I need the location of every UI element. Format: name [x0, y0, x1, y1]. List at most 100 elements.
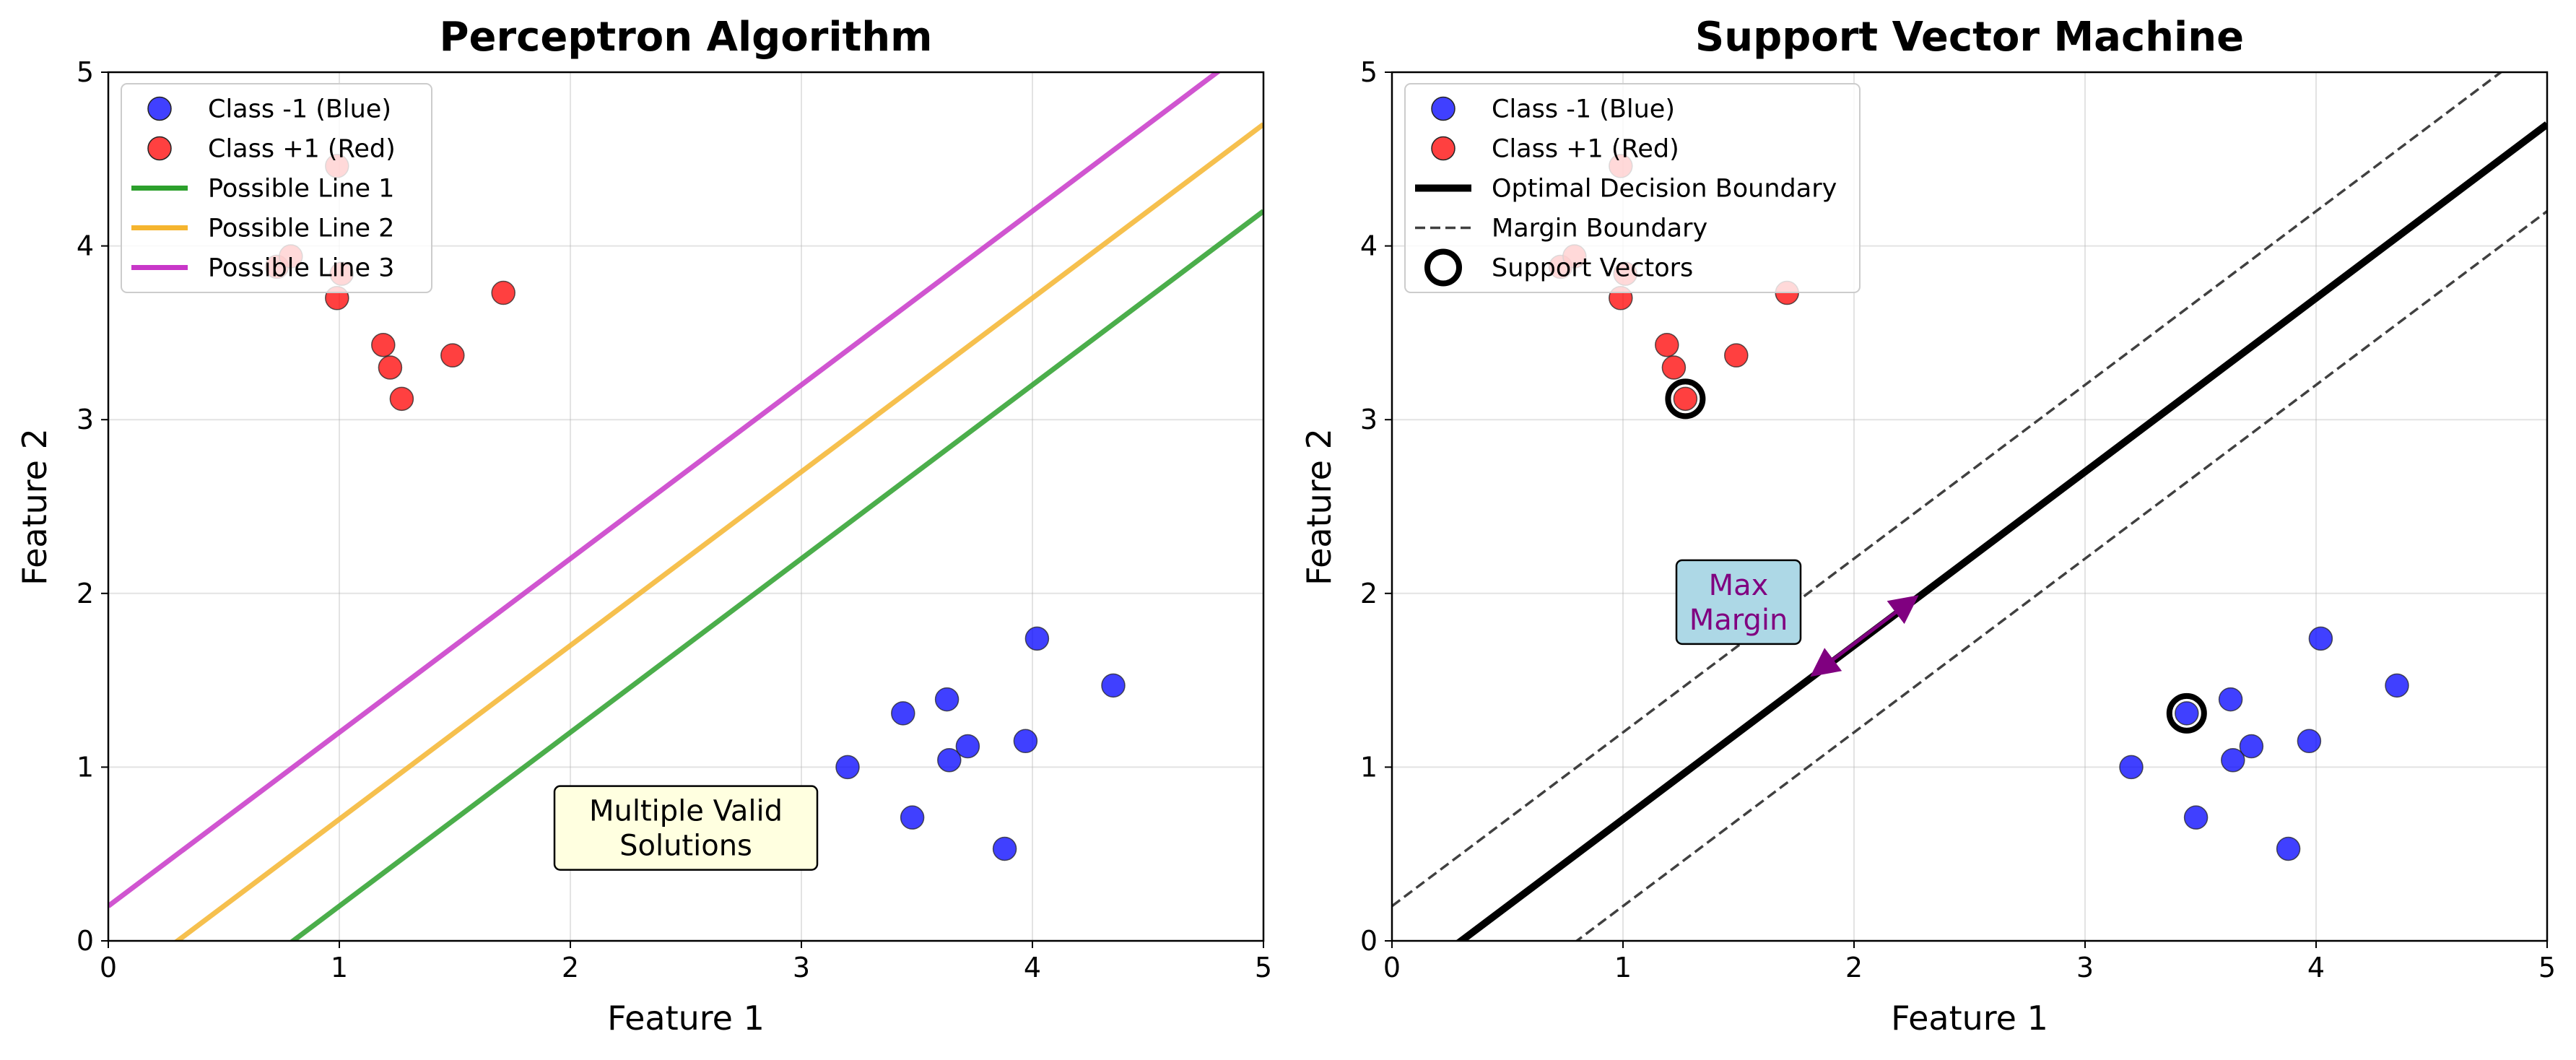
data-point: [891, 701, 915, 726]
x-tick-label: 3: [2076, 952, 2094, 983]
data-point: [1673, 386, 1698, 412]
legend: Class -1 (Blue) Class +1 (Red) Optimal Dec…: [1404, 83, 1861, 293]
axes: 0 1 2 3 4 5 0 1 2 3 4 5: [1360, 56, 2556, 983]
data-point: [371, 332, 396, 357]
support-vector-marker: [2166, 692, 2207, 734]
legend-label: Class +1 (Red): [1492, 135, 1679, 164]
margin-arrow: [1810, 595, 1919, 677]
x-tick-label: 2: [1845, 952, 1863, 983]
plot-area: Multiple Valid Solutions: [108, 72, 1263, 941]
data-point: [2239, 734, 2264, 759]
series-lines: [1392, 72, 2547, 941]
data-point: [2175, 701, 2199, 726]
series-line: [1455, 121, 2547, 941]
perceptron-panel: Perceptron Algorithm Feature 1 Feature 2…: [15, 14, 1272, 1038]
series-line: [1392, 72, 2503, 908]
data-point: [1101, 673, 1126, 698]
x-tick-label: 3: [793, 952, 810, 983]
legend-label: Possible Line 3: [208, 254, 394, 283]
legend-label: Class +1 (Red): [208, 135, 396, 164]
data-point: [835, 755, 860, 780]
data-point: [378, 355, 403, 380]
annotation-box: [1675, 559, 1802, 646]
data-point: [2276, 836, 2301, 861]
y-tick-label: 0: [1360, 925, 1378, 957]
y-tick-label: 5: [77, 56, 94, 88]
y-axis-label: Feature 2: [1300, 428, 1339, 586]
legend-marker: [1424, 248, 1462, 287]
data-point: [2221, 748, 2245, 773]
x-tick-label: 2: [562, 952, 579, 983]
legend-marker: [1431, 136, 1455, 161]
x-tick-label: 1: [1614, 952, 1632, 983]
data-point: [934, 687, 960, 712]
support-vector-marker: [1665, 378, 1706, 420]
legend-label: Class -1 (Blue): [208, 95, 391, 124]
legend-label: Support Vectors: [1492, 254, 1693, 283]
data-point: [440, 343, 465, 368]
y-tick-label: 0: [77, 925, 94, 957]
annotation-text: Max Margin: [1689, 569, 1788, 637]
legend-marker: [1431, 96, 1455, 121]
legend-marker: [147, 136, 172, 161]
x-tick-label: 0: [1383, 952, 1401, 983]
data-point: [955, 734, 980, 759]
panel-title: Support Vector Machine: [1695, 14, 2244, 61]
series-line: [173, 122, 1263, 941]
y-axis-label: Feature 2: [15, 428, 54, 586]
data-point: [937, 748, 962, 773]
x-tick-label: 4: [2307, 952, 2325, 983]
data-point: [2308, 626, 2333, 651]
y-tick-label: 2: [77, 578, 94, 609]
legend: Class -1 (Blue) Class +1 (Red) Possible Li…: [121, 83, 432, 293]
axes-frame: [107, 71, 1265, 942]
x-tick-label: 0: [100, 952, 117, 983]
x-axis-label: Feature 1: [1891, 999, 2048, 1038]
plot-area: Max Margin: [1392, 72, 2547, 941]
x-tick-label: 5: [2538, 952, 2556, 983]
series-line: [108, 72, 1222, 908]
data-point: [389, 386, 414, 412]
y-tick-label: 2: [1360, 578, 1378, 609]
data-point: [2183, 805, 2209, 830]
data-point: [1024, 626, 1050, 651]
data-point: [1655, 332, 1679, 357]
y-tick-label: 4: [77, 230, 94, 262]
data-point: [2218, 687, 2243, 712]
legend-label: Margin Boundary: [1492, 214, 1707, 243]
x-tick-label: 1: [331, 952, 348, 983]
y-tick-label: 1: [1360, 751, 1378, 783]
y-tick-label: 5: [1360, 56, 1378, 88]
data-point: [491, 280, 515, 305]
legend-label: Class -1 (Blue): [1492, 95, 1675, 124]
svm-panel: Support Vector Machine Feature 1 Feature…: [1300, 14, 2556, 1038]
panel-title: Perceptron Algorithm: [439, 14, 932, 61]
y-tick-label: 3: [1360, 404, 1378, 435]
series-line: [1575, 210, 2547, 941]
legend-frame: [1404, 83, 1861, 293]
annotation-text: Multiple Valid Solutions: [589, 795, 783, 863]
legend-marker: [147, 96, 172, 121]
legend-frame: [121, 83, 432, 293]
data-point: [2297, 729, 2322, 754]
x-axis-label: Feature 1: [607, 999, 765, 1038]
y-tick-label: 1: [77, 751, 94, 783]
axes-frame: [1391, 71, 2549, 942]
annotation-box: [553, 785, 819, 871]
legend-label: Possible Line 2: [208, 214, 394, 243]
y-tick-label: 3: [77, 404, 94, 435]
legend-label: Possible Line 1: [208, 175, 394, 204]
data-point: [1724, 343, 1749, 368]
series-lines: [108, 72, 1263, 941]
data-point: [900, 805, 925, 830]
x-tick-label: 5: [1255, 952, 1272, 983]
data-point: [992, 836, 1017, 861]
y-tick-label: 4: [1360, 230, 1378, 262]
data-point: [2119, 755, 2144, 780]
series-line: [289, 209, 1263, 941]
axes: 0 1 2 3 4 5 0 1 2 3 4 5: [77, 56, 1272, 983]
data-point: [2385, 673, 2409, 698]
legend-label: Optimal Decision Boundary: [1492, 175, 1837, 204]
data-point: [1661, 355, 1687, 380]
